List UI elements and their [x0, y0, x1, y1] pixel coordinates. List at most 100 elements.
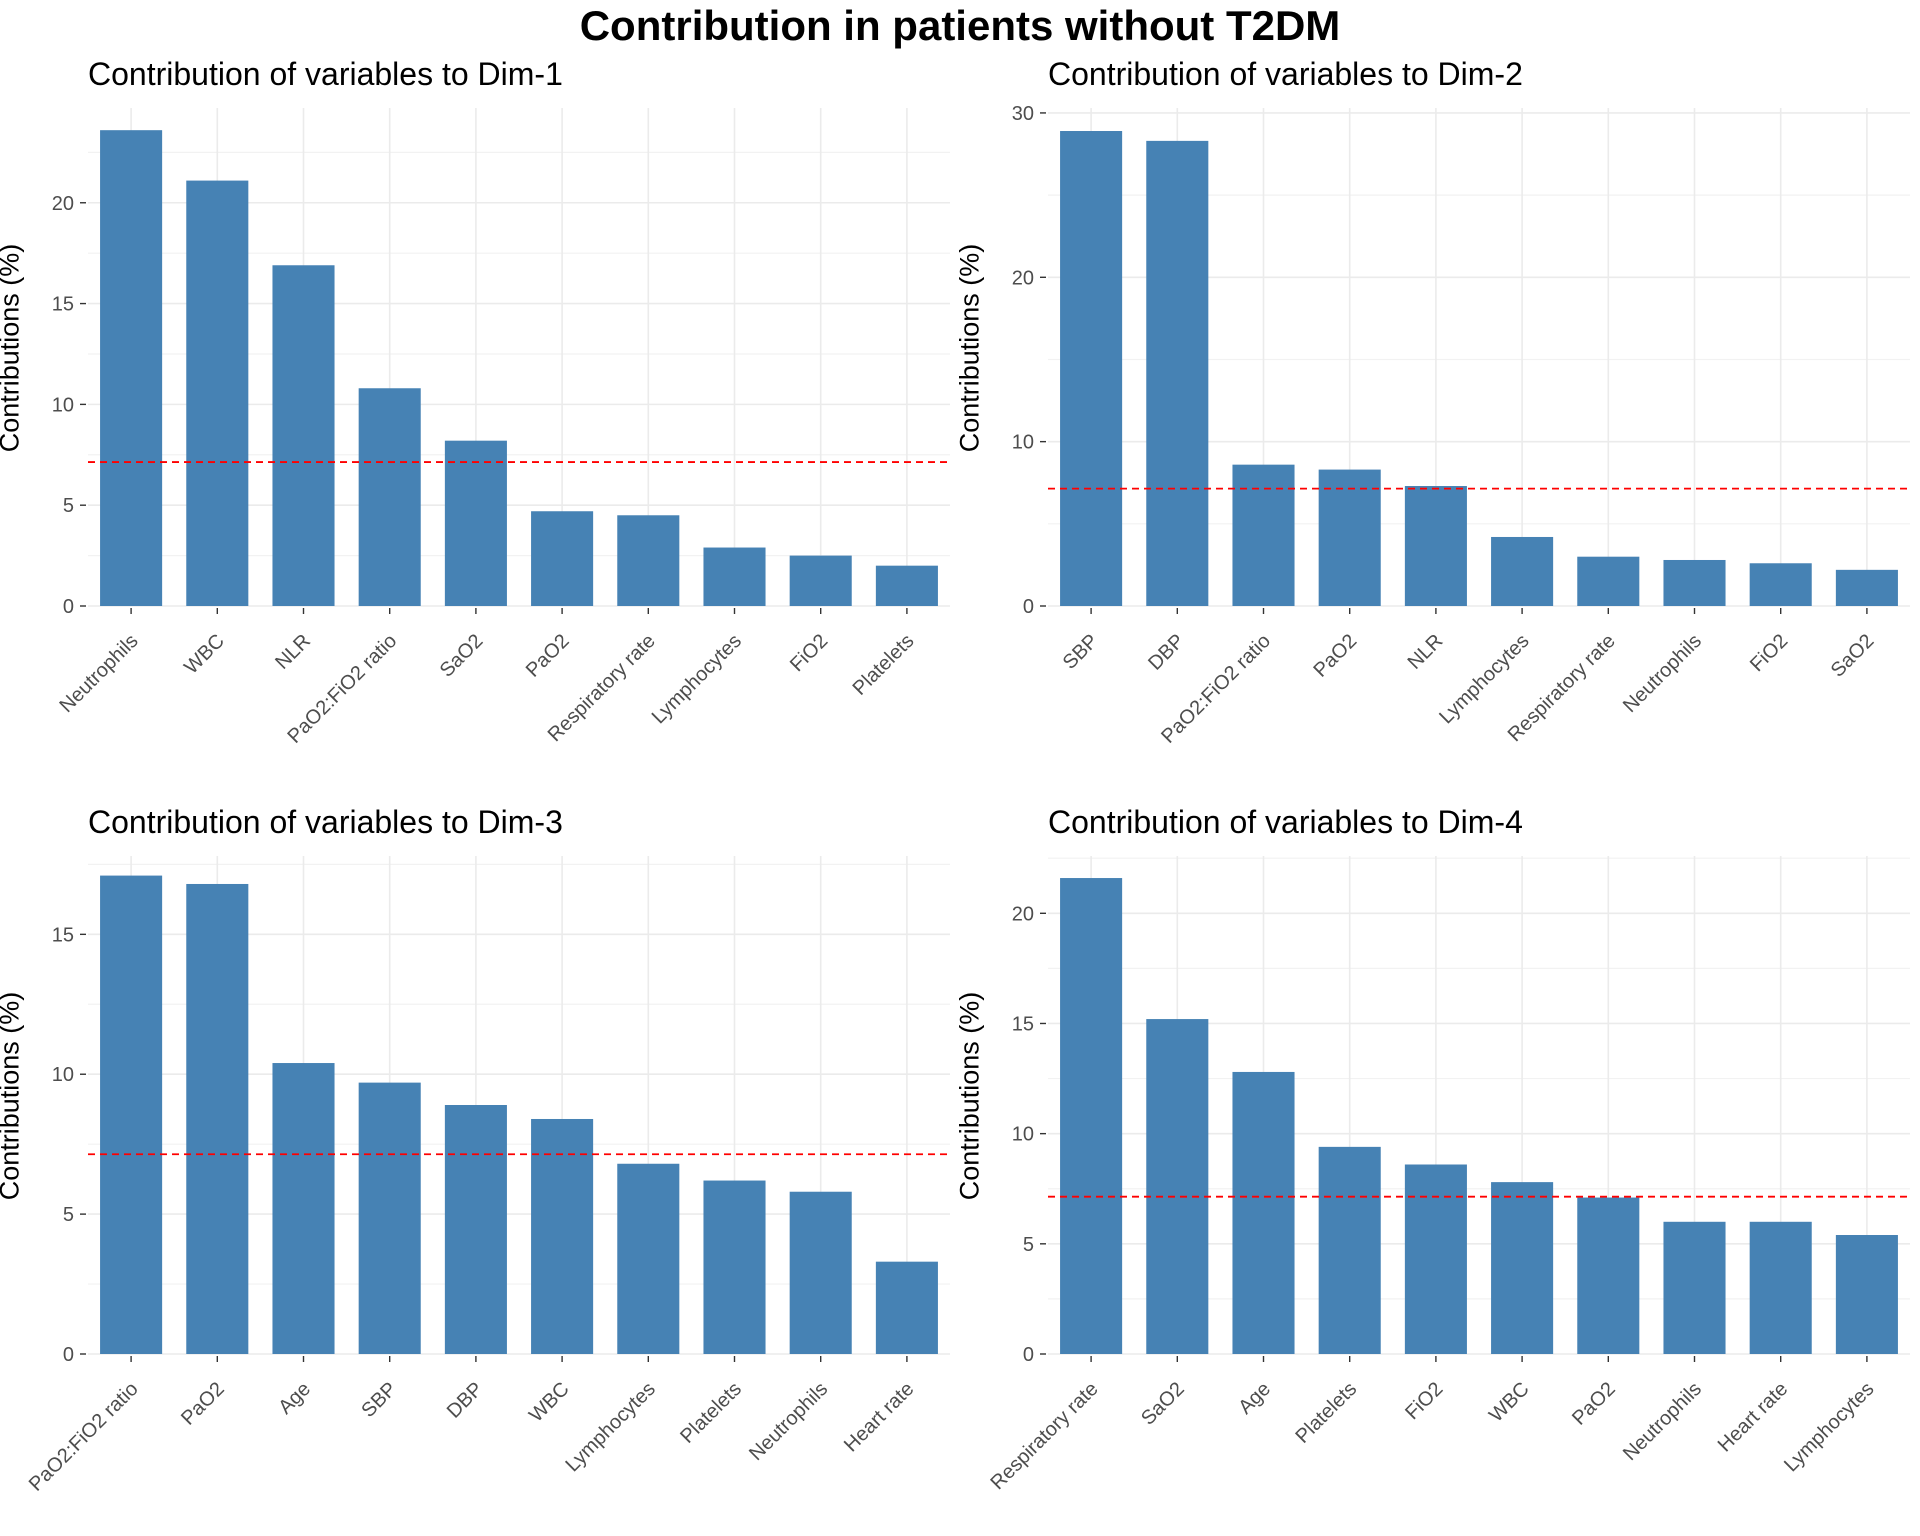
bar — [1835, 1235, 1898, 1354]
x-tick-label: PaO2 — [1568, 1378, 1620, 1430]
bar — [1491, 1182, 1554, 1354]
bar — [1060, 131, 1123, 607]
bar — [1749, 563, 1812, 606]
bar — [1663, 1221, 1726, 1354]
bar-chart-svg: 0 5 10 15 PaO2:FiO2 ratio PaO2 Age SBP DBP WBCLym… — [25, 856, 950, 1496]
bar — [789, 555, 852, 606]
x-tick-label: Lymphocytes — [561, 1378, 659, 1476]
bar — [444, 440, 507, 606]
x-tick-label: Age — [274, 1378, 315, 1419]
x-tick-label: Neutrophils — [56, 630, 143, 717]
bar — [1663, 559, 1726, 606]
panel-title: Contribution of variables to Dim-3 — [88, 804, 563, 840]
x-tick-label: Age — [1234, 1378, 1275, 1419]
x-tick-label: PaO2 — [522, 630, 574, 682]
chart-panel-dim-1: Contribution of variables to Dim-1 Contr… — [0, 0, 960, 748]
bar — [617, 515, 680, 606]
x-tick-label: Respiratory rate — [986, 1378, 1102, 1494]
bar — [272, 1063, 335, 1354]
x-tick-label: SBP — [1059, 630, 1103, 674]
x-tick-label: SaO2 — [436, 630, 488, 682]
x-tick-label: WBC — [180, 630, 229, 679]
chart-panel-dim-3: Contribution of variables to Dim-3 Contr… — [0, 748, 960, 1496]
bar — [186, 180, 249, 606]
x-tick-label: FiO2 — [1401, 1378, 1447, 1424]
bar — [789, 1191, 852, 1354]
x-tick-label: Lymphocytes — [1435, 630, 1533, 728]
bar — [1404, 486, 1467, 606]
x-tick-label: Lymphocytes — [1780, 1378, 1878, 1476]
bar — [703, 547, 766, 606]
bar — [1404, 1164, 1467, 1354]
x-tick-label: SaO2 — [1827, 630, 1879, 682]
panel-title: Contribution of variables to Dim-2 — [1048, 56, 1523, 92]
x-tick-label: PaO2 — [1310, 630, 1362, 682]
bar — [1577, 556, 1640, 606]
bar — [1060, 878, 1123, 1354]
bar — [444, 1105, 507, 1354]
x-tick-label: Lymphocytes — [648, 630, 746, 728]
y-tick-label: 20 — [1012, 267, 1034, 289]
y-tick-label: 15 — [1012, 1013, 1034, 1035]
bar — [531, 1118, 594, 1354]
figure-title: Contribution in patients without T2DM — [579, 2, 1341, 49]
x-tick-label: Platelets — [1291, 1378, 1361, 1448]
y-tick-label: 10 — [1012, 432, 1034, 454]
y-tick-label: 5 — [63, 1204, 74, 1226]
y-tick-label: 10 — [52, 394, 74, 416]
x-tick-label: NLR — [1404, 630, 1448, 674]
bar — [1318, 469, 1381, 606]
y-tick-label: 0 — [63, 1344, 74, 1366]
x-tick-label: SaO2 — [1137, 1378, 1189, 1430]
bar — [1146, 1019, 1209, 1354]
bar — [1232, 1071, 1295, 1354]
bar — [531, 511, 594, 606]
panel-title: Contribution of variables to Dim-4 — [1048, 804, 1523, 840]
x-tick-label: Platelets — [849, 630, 919, 700]
bar — [1491, 536, 1554, 606]
bar — [875, 1261, 938, 1354]
bar — [1146, 140, 1209, 607]
bar — [186, 883, 249, 1354]
bar — [617, 1163, 680, 1354]
x-tick-label: WBC — [525, 1378, 574, 1427]
x-tick-label: Neutrophils — [1619, 1378, 1706, 1465]
bar — [1577, 1197, 1640, 1354]
bar — [100, 130, 163, 606]
x-tick-label: SBP — [357, 1378, 401, 1422]
y-tick-label: 10 — [1012, 1124, 1034, 1146]
y-tick-label: 0 — [1023, 596, 1034, 618]
y-tick-label: 10 — [52, 1064, 74, 1086]
bar — [272, 265, 335, 606]
y-tick-label: 20 — [52, 193, 74, 215]
x-tick-label: WBC — [1485, 1378, 1534, 1427]
bar — [1749, 1221, 1812, 1354]
bar — [875, 565, 938, 606]
x-tick-label: DBP — [443, 1378, 488, 1423]
x-tick-label: Neutrophils — [1619, 630, 1706, 717]
y-tick-label: 0 — [63, 596, 74, 618]
y-tick-label: 5 — [63, 495, 74, 517]
x-tick-label: PaO2:FiO2 ratio — [25, 1378, 143, 1496]
bar — [1835, 569, 1898, 606]
bar — [1232, 464, 1295, 606]
y-tick-label: 30 — [1012, 103, 1034, 125]
panel-title: Contribution of variables to Dim-1 — [88, 56, 563, 92]
x-tick-label: Platelets — [676, 1378, 746, 1448]
bar — [100, 875, 163, 1354]
bar — [1318, 1146, 1381, 1354]
y-tick-label: 0 — [1023, 1344, 1034, 1366]
x-tick-label: PaO2 — [177, 1378, 229, 1430]
bar — [358, 388, 421, 606]
x-tick-label: NLR — [271, 630, 315, 674]
x-tick-label: Heart rate — [840, 1378, 918, 1456]
bar — [703, 1180, 766, 1354]
x-tick-label: FiO2 — [1746, 630, 1792, 676]
x-tick-label: Heart rate — [1714, 1378, 1792, 1456]
y-tick-label: 15 — [52, 294, 74, 316]
x-tick-label: DBP — [1144, 630, 1189, 675]
y-tick-label: 5 — [1023, 1234, 1034, 1256]
y-tick-label: 20 — [1012, 903, 1034, 925]
